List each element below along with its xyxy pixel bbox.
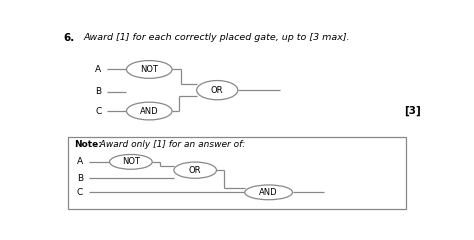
Text: Award only [1] for an answer of:: Award only [1] for an answer of:: [94, 140, 246, 149]
Text: AND: AND: [140, 107, 159, 115]
FancyBboxPatch shape: [68, 137, 406, 209]
Ellipse shape: [174, 162, 217, 178]
Ellipse shape: [127, 60, 172, 78]
Text: B: B: [77, 174, 83, 183]
Ellipse shape: [197, 81, 238, 100]
Text: OR: OR: [211, 86, 223, 95]
Text: C: C: [95, 107, 101, 115]
Text: NOT: NOT: [122, 157, 140, 166]
Text: [3]: [3]: [404, 106, 421, 116]
Text: C: C: [77, 188, 83, 197]
Ellipse shape: [109, 155, 152, 169]
Text: NOT: NOT: [140, 65, 158, 74]
Text: 6.: 6.: [63, 33, 74, 43]
Ellipse shape: [245, 185, 292, 200]
Text: OR: OR: [189, 166, 201, 175]
Text: Note:: Note:: [74, 140, 102, 149]
Text: A: A: [95, 65, 101, 74]
Text: AND: AND: [259, 188, 278, 197]
Text: B: B: [95, 87, 101, 96]
Text: A: A: [77, 157, 83, 166]
Text: Award [1] for each correctly placed gate, up to [3 max].: Award [1] for each correctly placed gate…: [83, 33, 350, 42]
Ellipse shape: [127, 102, 172, 120]
